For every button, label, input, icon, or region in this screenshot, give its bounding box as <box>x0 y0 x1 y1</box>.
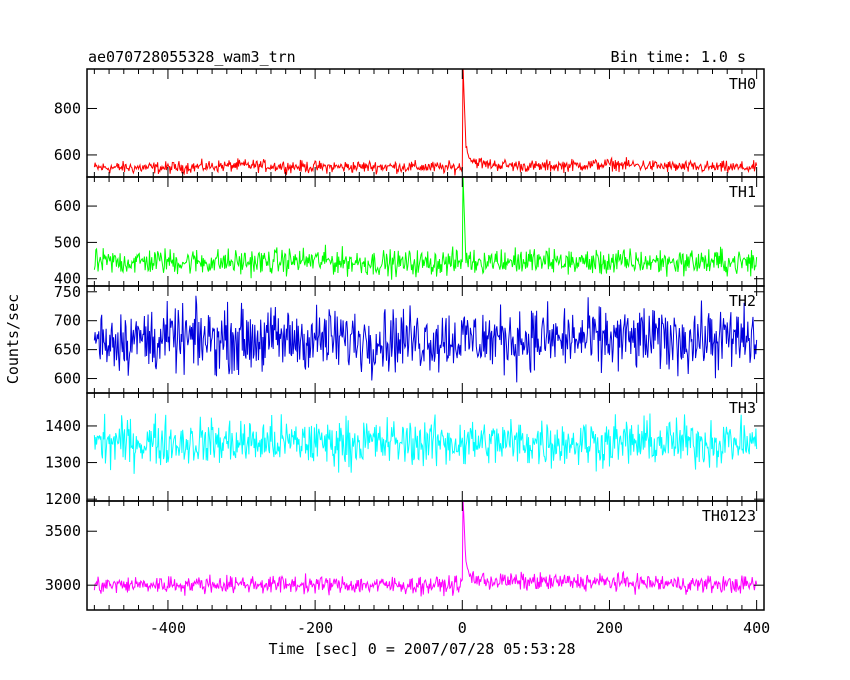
x-tick-label: 200 <box>596 619 623 637</box>
y-tick-label: 700 <box>54 312 81 330</box>
y-tick-label: 1400 <box>45 417 81 435</box>
panel-label-th1: TH1 <box>729 183 756 201</box>
panels-group: TH0 600 800 TH1 400 500 600 TH2 600 650 700 750 TH3 1… <box>45 68 770 637</box>
series-line-th0123 <box>93 501 758 597</box>
panel-label-th3: TH3 <box>729 399 756 417</box>
y-tick-label: 600 <box>54 370 81 388</box>
series-line-th2 <box>93 295 758 383</box>
panel-frame-th1 <box>86 176 765 287</box>
y-tick-label: 1200 <box>45 490 81 508</box>
y-axis-label: Counts/sec <box>4 294 22 384</box>
x-axis-label: Time [sec] 0 = 2007/07/28 05:53:28 <box>268 640 575 658</box>
y-tick-label: 1300 <box>45 454 81 472</box>
x-tick-label: -200 <box>297 619 333 637</box>
y-tick-label: 3000 <box>45 576 81 594</box>
panel-th0123: TH0123 3000 3500 <box>45 500 765 611</box>
panel-th2: TH2 600 650 700 750 <box>54 283 765 394</box>
series-line-th0 <box>93 69 758 176</box>
series-line-th3 <box>93 413 758 474</box>
series-line-th1 <box>93 177 758 280</box>
panel-frame-th0123 <box>86 500 765 611</box>
bin-time-label: Bin time: 1.0 s <box>611 48 746 66</box>
y-tick-label: 400 <box>54 270 81 288</box>
x-tick-label: 400 <box>743 619 770 637</box>
y-tick-label: 500 <box>54 233 81 251</box>
chart-title: ae070728055328_wam3_trn <box>88 48 296 66</box>
y-tick-label: 750 <box>54 283 81 301</box>
x-tick-label: 0 <box>458 619 467 637</box>
y-tick-label: 3500 <box>45 522 81 540</box>
panel-frame-th0 <box>86 68 765 178</box>
x-tick-label: -400 <box>150 619 186 637</box>
panel-label-th0: TH0 <box>729 75 756 93</box>
y-tick-label: 600 <box>54 146 81 164</box>
y-tick-label: 800 <box>54 99 81 117</box>
y-tick-label: 650 <box>54 341 81 359</box>
y-tick-label: 600 <box>54 197 81 215</box>
panel-label-th0123: TH0123 <box>702 507 756 525</box>
panel-th3: TH3 1200 1300 1400 <box>45 392 765 508</box>
panel-th0: TH0 600 800 <box>54 68 765 178</box>
panel-th1: TH1 400 500 600 <box>54 176 765 288</box>
panel-label-th2: TH2 <box>729 292 756 310</box>
